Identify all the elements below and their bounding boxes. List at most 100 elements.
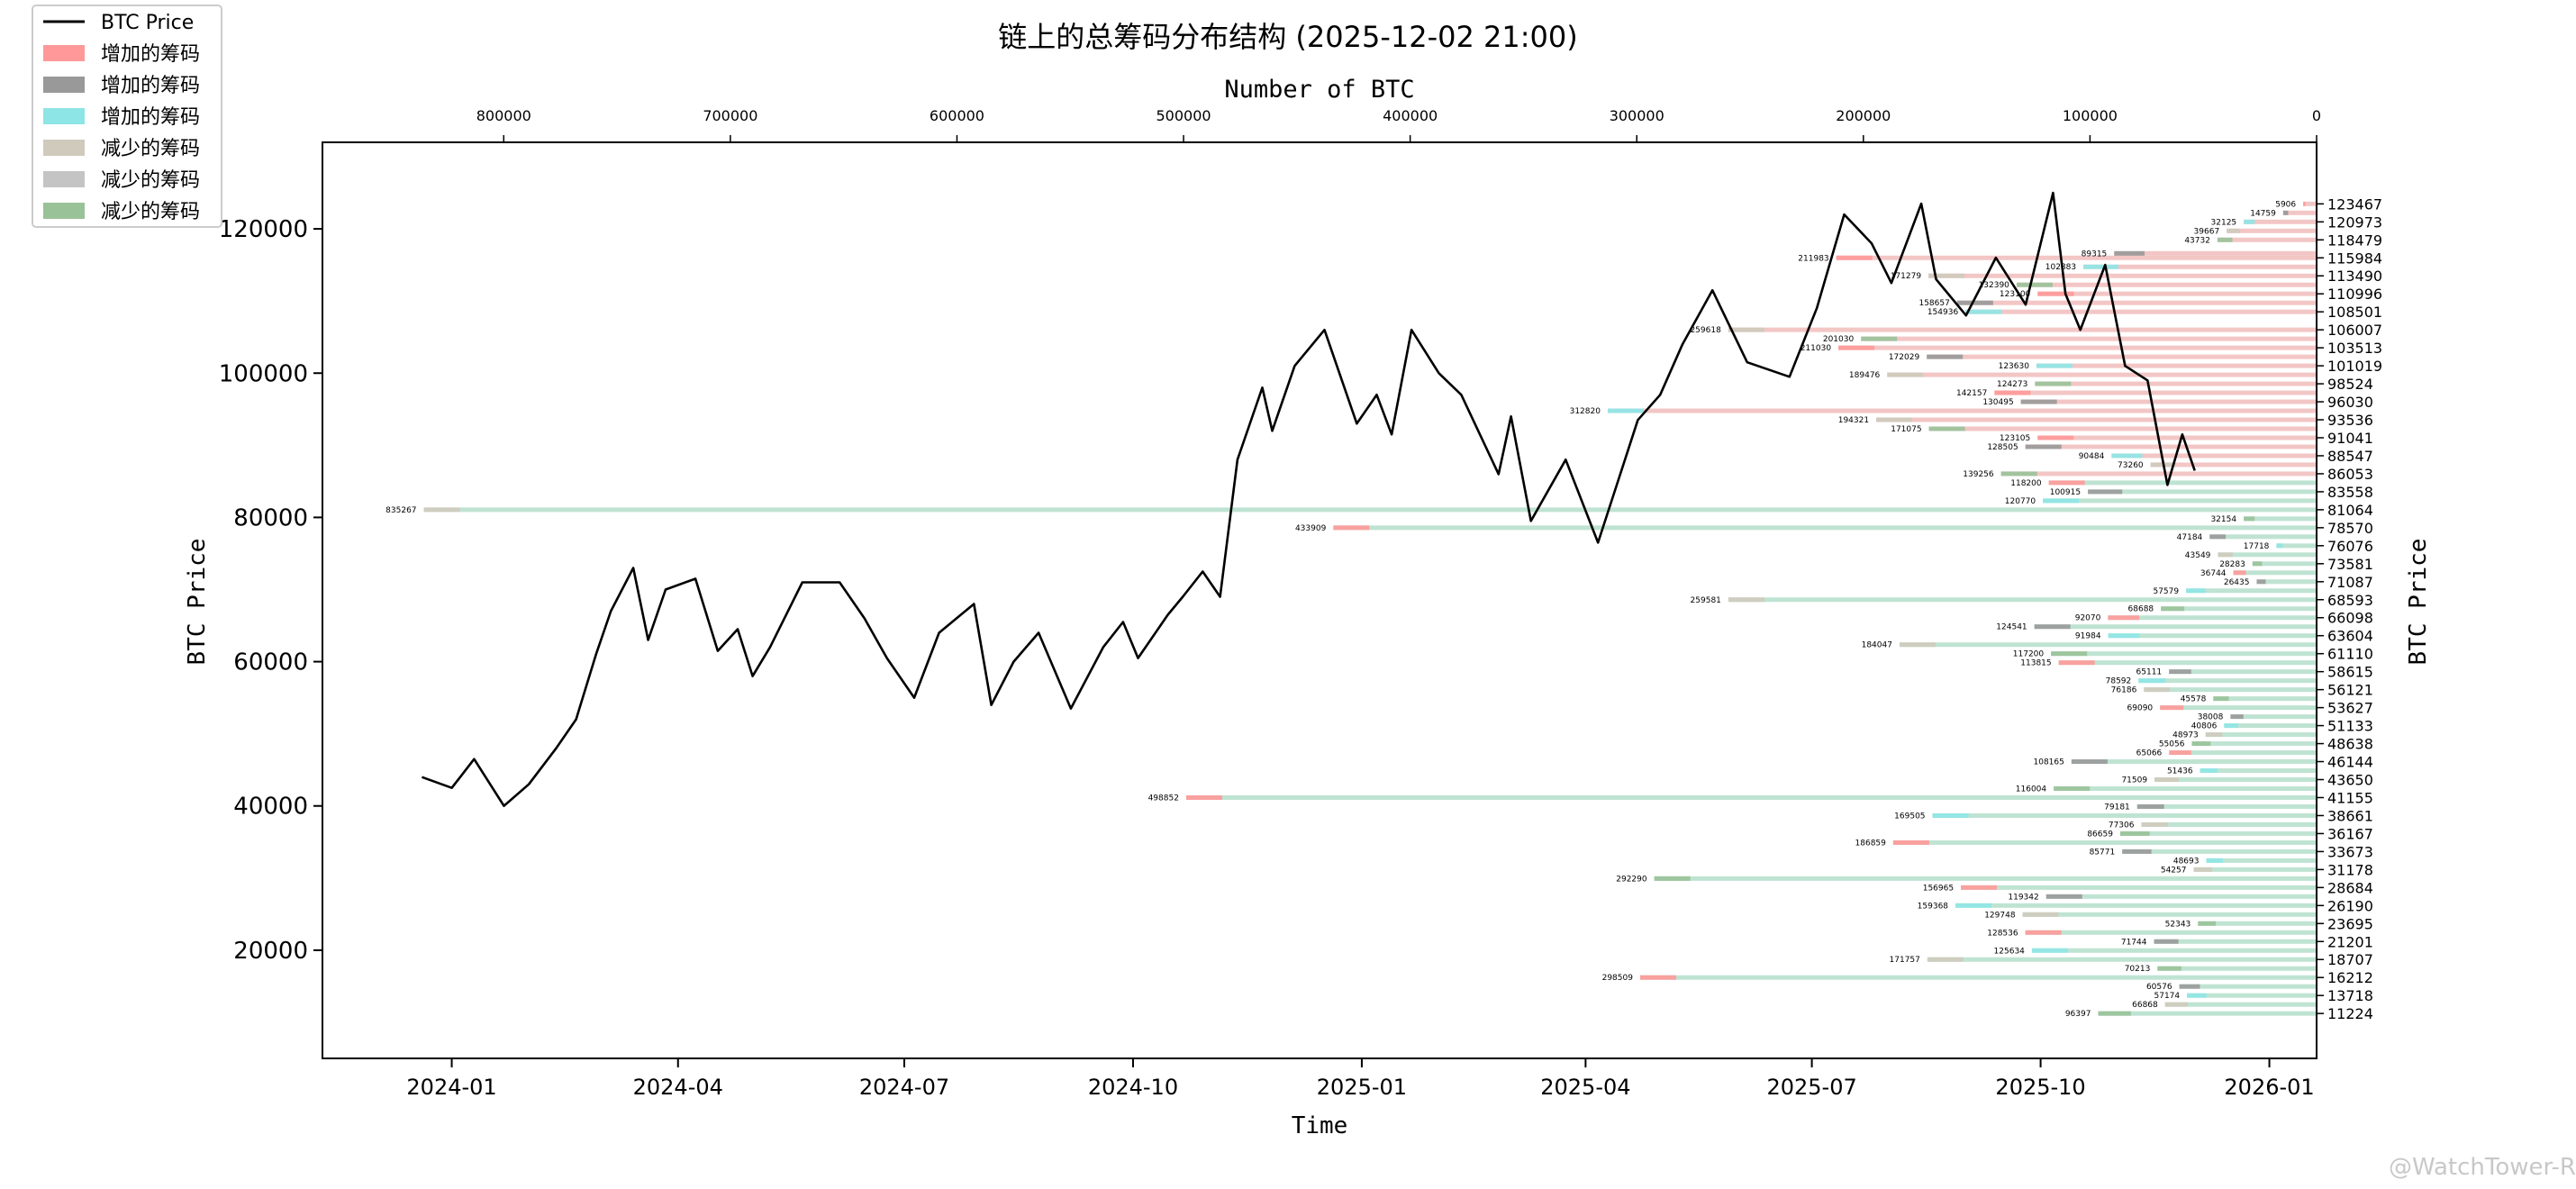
right-tick-label: 103513 [2327, 340, 2382, 357]
x-tick-label: 2024-07 [859, 1075, 949, 1100]
distribution-bar [1928, 426, 2317, 431]
distribution-bar-change [2154, 939, 2179, 944]
distribution-bar [2193, 867, 2317, 872]
distribution-bar [1654, 876, 2317, 881]
distribution-bar-change [2088, 489, 2123, 495]
distribution-bar [2122, 849, 2317, 854]
distribution-bar-change [2161, 606, 2185, 612]
btc-price-line [421, 191, 2196, 808]
distribution-bar [1961, 885, 2317, 890]
right-tick-label: 33673 [2327, 843, 2373, 860]
distribution-bar-label: 85771 [2090, 848, 2116, 857]
distribution-bar-change [1932, 812, 1969, 818]
distribution-bar-change [2187, 993, 2207, 998]
distribution-bar-label: 119342 [2008, 893, 2038, 902]
distribution-bar [2244, 219, 2317, 224]
distribution-bar-change [2303, 201, 2306, 206]
distribution-bar [1836, 255, 2317, 260]
distribution-bar-change [2282, 210, 2289, 215]
distribution-bar-label: 45578 [2181, 695, 2207, 704]
distribution-bar-label: 118200 [2010, 479, 2042, 488]
top-tick-label: 500000 [1156, 107, 1211, 124]
distribution-bar [2037, 435, 2317, 440]
distribution-bar-label: 433909 [1295, 524, 1327, 533]
distribution-bar-label: 835267 [385, 506, 416, 515]
right-tick-label: 31178 [2327, 861, 2373, 878]
distribution-bar-label: 79181 [2104, 803, 2130, 812]
distribution-bar-label: 71744 [2121, 938, 2147, 947]
distribution-bar-change [1861, 336, 1898, 341]
legend-swatch [43, 77, 85, 93]
distribution-bar-change [2083, 264, 2118, 269]
right-tick-label: 96030 [2327, 394, 2373, 411]
distribution-bar [2179, 984, 2317, 989]
distribution-bar-label: 211983 [1798, 254, 1828, 263]
distribution-bar [1728, 597, 2317, 603]
distribution-bar-label: 259618 [1690, 326, 1721, 335]
distribution-bar [1892, 840, 2317, 845]
distribution-bar [2034, 624, 2317, 630]
axes: 2000040000600008000010000012000012346712… [219, 107, 2382, 1100]
distribution-bar-change [2198, 921, 2217, 926]
distribution-bar-label: 77306 [2109, 821, 2135, 830]
distribution-bar-change [2209, 534, 2227, 540]
distribution-bar-change [1899, 642, 1936, 648]
distribution-bar [2043, 498, 2317, 504]
legend-swatch [43, 171, 85, 187]
distribution-bar-change [2193, 867, 2212, 872]
top-tick-label: 100000 [2063, 107, 2118, 124]
distribution-bar-change [2000, 471, 2037, 477]
distribution-bar-label: 39667 [2194, 227, 2220, 236]
distribution-bar-label: 55056 [2159, 740, 2185, 749]
distribution-bar-change [2244, 516, 2255, 522]
distribution-bar [2230, 714, 2317, 720]
top-tick-label: 300000 [1610, 107, 1664, 124]
right-tick-label: 13718 [2327, 987, 2373, 1004]
distribution-bar [2108, 633, 2317, 639]
distribution-bar [2244, 516, 2317, 522]
legend-swatch [43, 108, 85, 124]
distribution-bar [1861, 336, 2317, 341]
right-tick-label: 61110 [2327, 646, 2373, 663]
right-tick-label: 73581 [2327, 556, 2373, 573]
distribution-bar-change [2051, 651, 2088, 657]
distribution-bar [2191, 741, 2317, 747]
right-tick-label: 71087 [2327, 574, 2373, 591]
distribution-bar [2224, 723, 2317, 729]
distribution-bar [2213, 696, 2317, 702]
right-tick-label: 43650 [2327, 771, 2373, 788]
distribution-bar-change [1887, 372, 1924, 377]
distribution-bar [2227, 228, 2317, 233]
right-tick-label: 63604 [2327, 628, 2373, 645]
x-axis-label: Time [1292, 1112, 1348, 1139]
distribution-bar-label: 123105 [2000, 434, 2030, 443]
distribution-bar-change [2037, 435, 2074, 440]
x-tick-label: 2026-01 [2224, 1075, 2314, 1100]
distribution-bar-change [2036, 363, 2073, 368]
distribution-bar [2200, 768, 2317, 774]
distribution-bar [1955, 903, 2317, 908]
x-tick-label: 2025-01 [1317, 1075, 1407, 1100]
distribution-bar-label: 129748 [1984, 911, 2016, 920]
distribution-bar-label: 312820 [1570, 407, 1601, 416]
distribution-bar [2282, 210, 2317, 215]
distribution-bar [2217, 237, 2317, 242]
right-tick-label: 11224 [2327, 1005, 2373, 1022]
distribution-bar-label: 120770 [2005, 497, 2036, 506]
distribution-bar-label: 292290 [1616, 875, 1647, 884]
distribution-bar [1876, 417, 2317, 422]
distribution-bar-label: 71509 [2121, 776, 2147, 785]
distribution-bar-change [2136, 803, 2164, 809]
distribution-bar [2088, 489, 2317, 495]
distribution-bar-change [1927, 957, 1964, 962]
distribution-bar-change [1333, 525, 1370, 531]
distribution-bar-change [1927, 354, 1964, 359]
distribution-bar-change [2233, 570, 2246, 576]
distribution-bar-label: 186859 [1855, 839, 1887, 848]
distribution-bar-change [2256, 579, 2266, 585]
distribution-bar-change [2108, 615, 2140, 621]
distribution-bar-change [1965, 309, 2002, 314]
right-tick-label: 68593 [2327, 592, 2373, 609]
distribution-bar-label: 5906 [2275, 200, 2296, 209]
distribution-bar-change [2025, 444, 2062, 449]
